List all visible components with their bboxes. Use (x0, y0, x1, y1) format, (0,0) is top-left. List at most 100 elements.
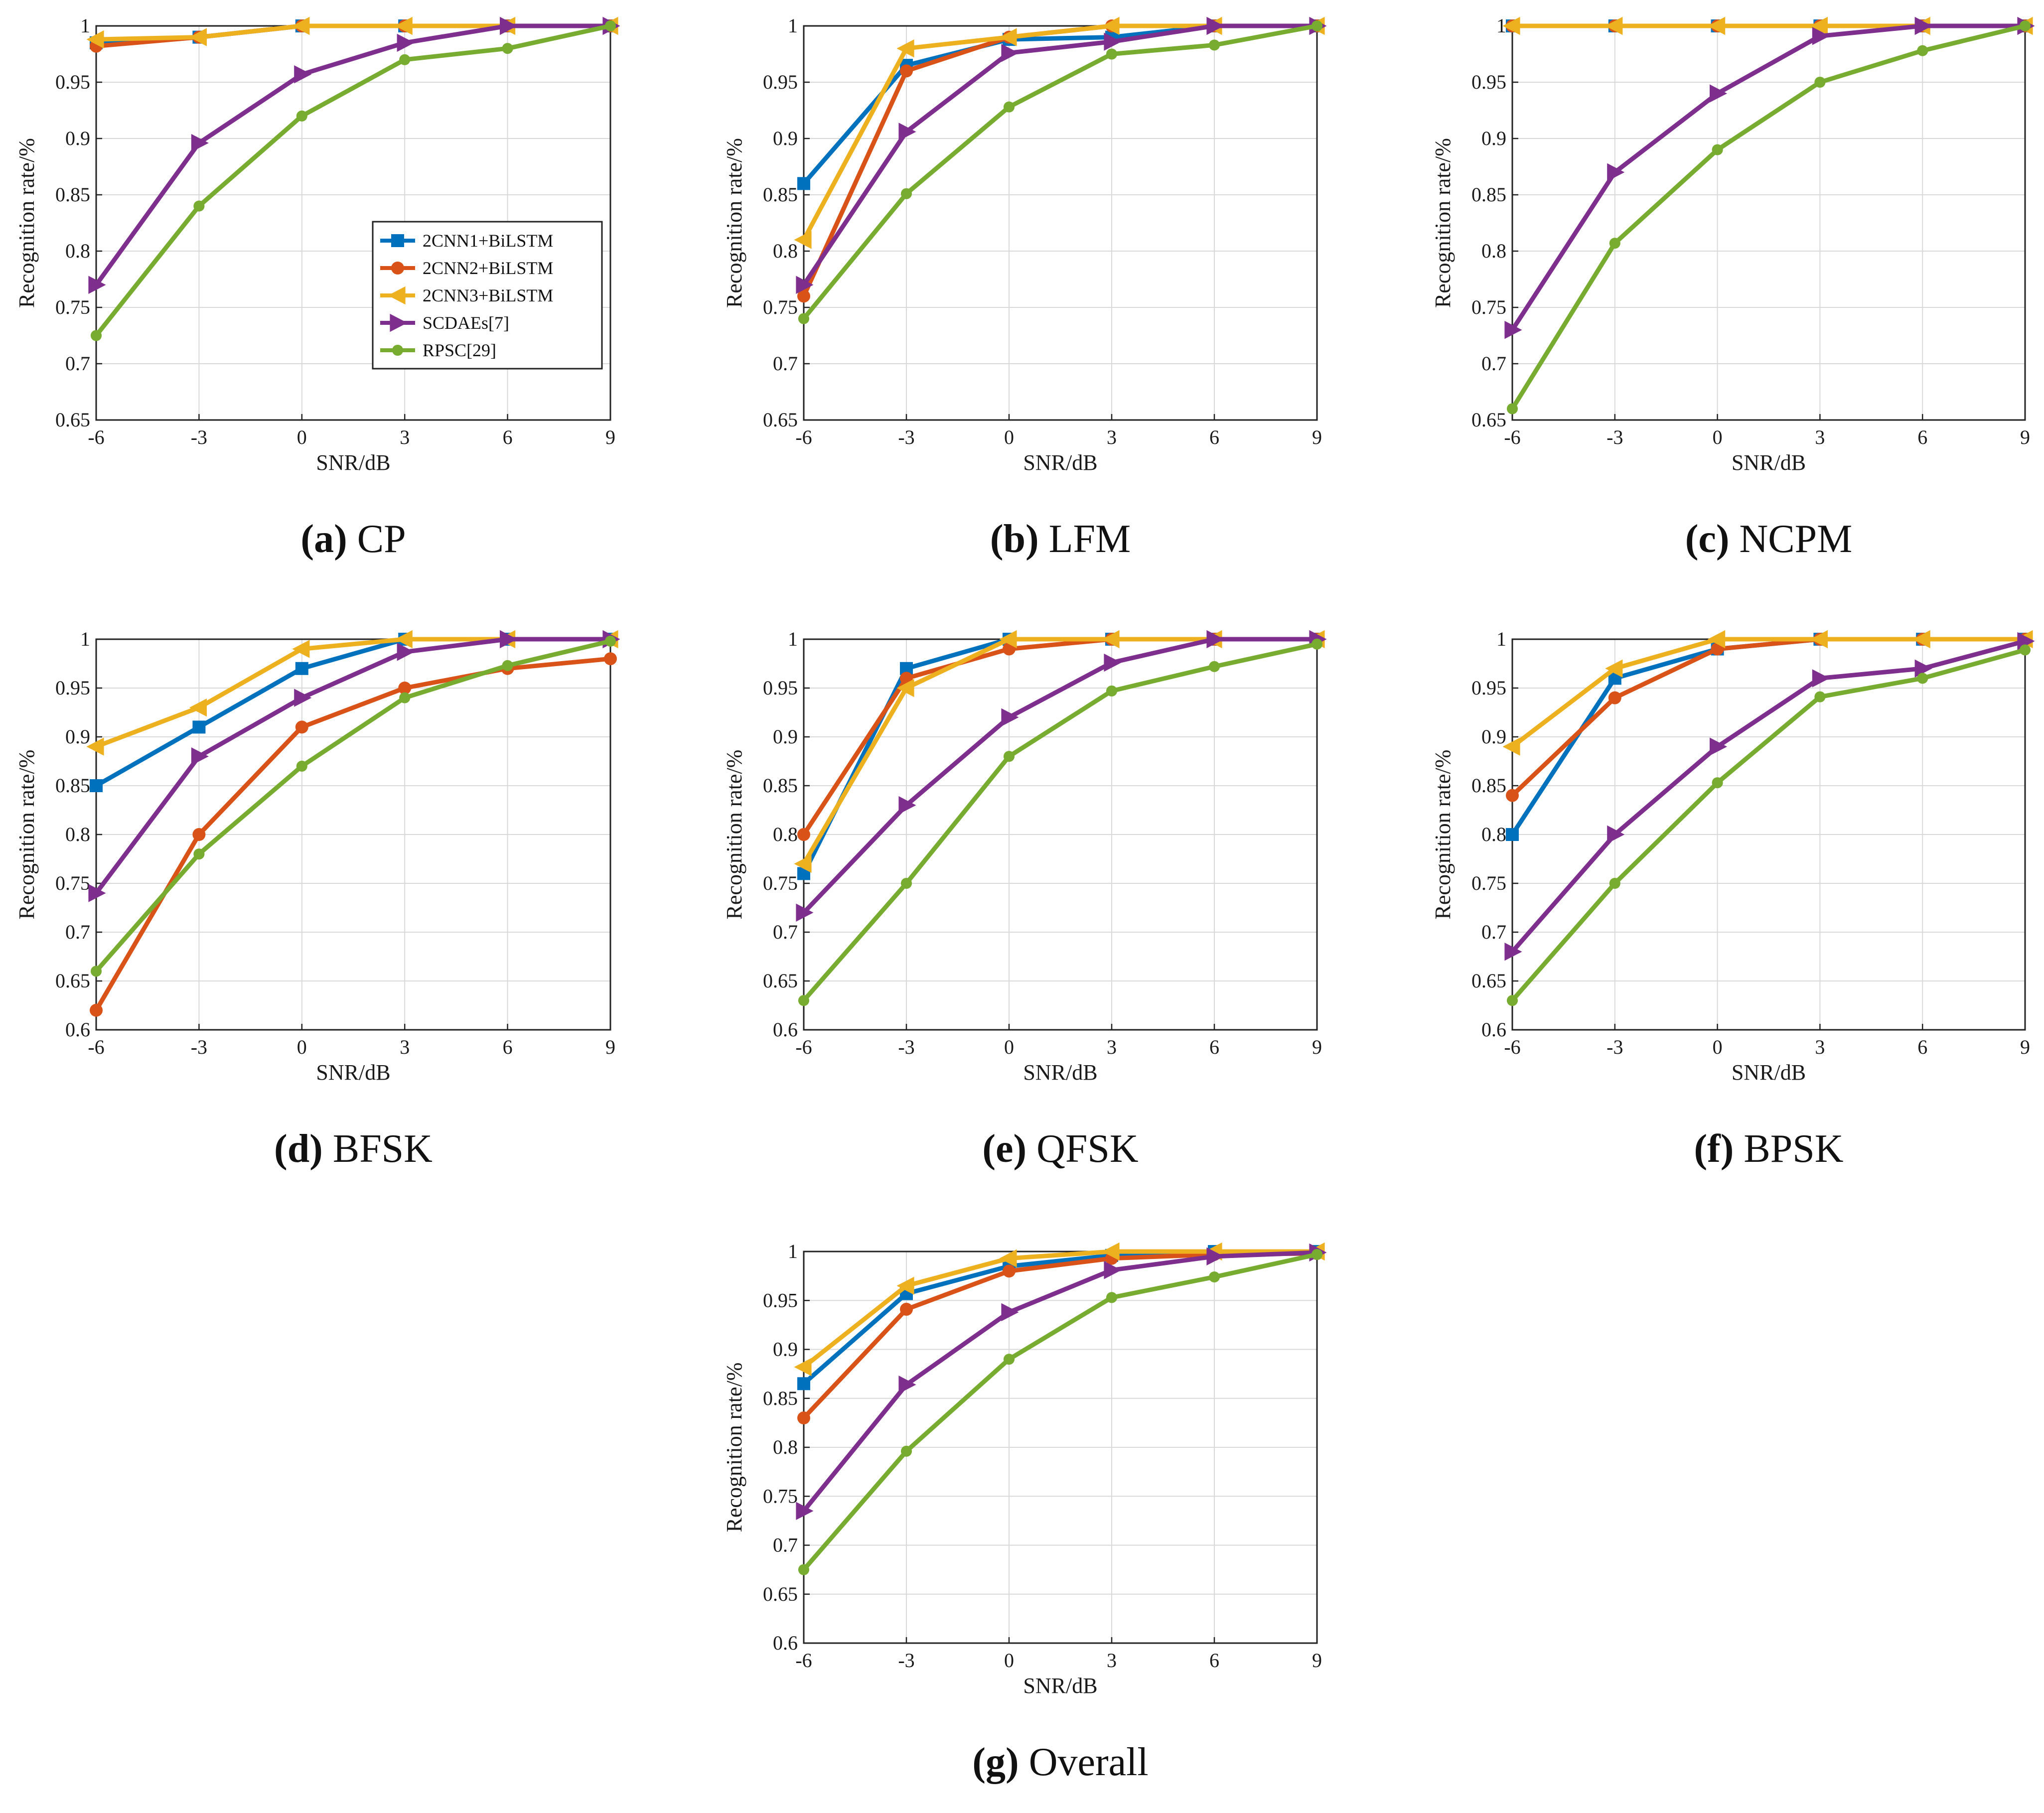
y-tick-label: 0.95 (55, 677, 90, 699)
x-tick-label: 0 (297, 426, 307, 448)
data-point (1001, 44, 1019, 62)
x-tick-label: -6 (1504, 1036, 1520, 1058)
series-line (802, 637, 1317, 914)
data-point (1708, 630, 1726, 649)
caption-letter: (b) (990, 517, 1039, 561)
series-line (94, 23, 611, 337)
data-point (399, 692, 411, 703)
data-point (191, 134, 209, 152)
data-point (1608, 691, 1621, 704)
data-point (1914, 16, 1932, 35)
data-point (1814, 76, 1826, 88)
y-axis-label: Recognition rate/% (14, 750, 39, 920)
y-tick-label: 0.7 (65, 921, 90, 943)
y-tick-label: 0.8 (1481, 240, 1506, 262)
y-tick-label: 0.85 (763, 183, 798, 206)
series-scdaes-7- (88, 16, 620, 294)
data-point (1104, 32, 1122, 51)
y-tick-label: 0.9 (1481, 725, 1506, 748)
data-point (896, 679, 914, 697)
data-point (794, 1358, 812, 1377)
x-tick-label: 3 (400, 1036, 410, 1058)
data-point (999, 630, 1017, 649)
data-point (1311, 1249, 1323, 1260)
data-point (1506, 995, 1518, 1006)
data-point (193, 848, 205, 860)
y-tick-label: 0.9 (773, 725, 798, 748)
plot-frame (803, 1251, 1318, 1644)
data-point (88, 276, 106, 294)
y-tick-label: 0.7 (773, 1534, 798, 1556)
data-point (796, 903, 814, 922)
x-tick-label: -6 (795, 426, 812, 448)
y-tick-label: 0.7 (773, 352, 798, 375)
series-line (802, 1252, 1317, 1571)
caption-text: LFM (1039, 517, 1131, 561)
x-tick-label: 3 (1107, 1649, 1117, 1672)
data-point (1917, 673, 1928, 684)
y-tick-label: 0.65 (55, 409, 90, 431)
series-line (94, 656, 611, 1012)
y-axis-label: Recognition rate/% (722, 750, 746, 920)
legend-marker (391, 262, 404, 275)
caption-letter: (a) (300, 517, 347, 561)
caption-text: CP (347, 517, 406, 561)
y-tick-label: 0.75 (763, 1485, 798, 1507)
chart-panel-e: -6 -3 0 3 6 9 0.6 0.65 0.7 0.75 0.8 0.85 0.9 0.95 1 SNR… (722, 628, 1327, 1171)
panel-caption: (d) BFSK (274, 1127, 433, 1171)
data-point (1914, 659, 1932, 678)
data-point (1506, 789, 1519, 802)
data-point (1607, 163, 1625, 181)
legend-marker (392, 344, 404, 356)
data-point (1104, 1261, 1122, 1279)
data-point (90, 330, 102, 341)
y-tick-label: 1 (1496, 628, 1506, 650)
x-tick-label: 9 (2020, 426, 2030, 448)
y-tick-label: 0.95 (763, 1289, 798, 1311)
data-point (1102, 1242, 1120, 1261)
data-point (1106, 48, 1118, 60)
data-point (1810, 16, 1828, 35)
x-tick-label: 6 (1917, 426, 1927, 448)
y-axis-label: Recognition rate/% (1431, 138, 1455, 308)
x-tick-label: 3 (1107, 426, 1117, 448)
data-point (794, 231, 812, 249)
x-axis-label: SNR/dB (1732, 1060, 1806, 1085)
x-tick-label: -3 (898, 1649, 914, 1672)
series-rpsc-29- (90, 635, 616, 977)
data-point (796, 276, 814, 294)
series-rpsc-29- (1506, 20, 2031, 415)
data-point (1208, 1271, 1220, 1283)
y-tick-label: 0.65 (1471, 970, 1506, 992)
data-point (900, 1302, 913, 1316)
data-point (502, 43, 513, 54)
chart-panel-c: -6 -3 0 3 6 9 0.65 0.7 0.75 0.8 0.85 0.9 0.95 1 SNR/dB… (1431, 14, 2035, 561)
series-line (802, 23, 1317, 286)
y-tick-label: 1 (80, 628, 90, 650)
y-tick-label: 0.65 (1471, 409, 1506, 431)
y-tick-label: 0.8 (65, 240, 90, 262)
x-tick-label: 0 (1713, 1036, 1723, 1058)
caption-letter: (g) (972, 1740, 1019, 1784)
data-point (292, 16, 310, 35)
y-tick-label: 0.6 (773, 1018, 798, 1041)
y-tick-label: 0.7 (1481, 921, 1506, 943)
series-scdaes-7- (1504, 16, 2035, 339)
x-tick-label: -3 (898, 426, 914, 448)
data-point (1003, 1354, 1015, 1365)
data-point (397, 643, 415, 661)
x-tick-label: 6 (503, 426, 513, 448)
series-line (1510, 23, 2026, 410)
plot-area (1512, 26, 2025, 420)
panel-caption: (f) BPSK (1694, 1127, 1843, 1171)
series-line (1510, 23, 2025, 331)
data-point (1102, 16, 1120, 35)
y-tick-label: 0.6 (1481, 1018, 1506, 1041)
caption-letter: (f) (1694, 1127, 1734, 1171)
data-point (1102, 630, 1120, 649)
y-tick-label: 0.9 (773, 127, 798, 149)
data-point (604, 635, 616, 647)
data-point (2019, 644, 2031, 656)
data-point (1712, 777, 1723, 789)
